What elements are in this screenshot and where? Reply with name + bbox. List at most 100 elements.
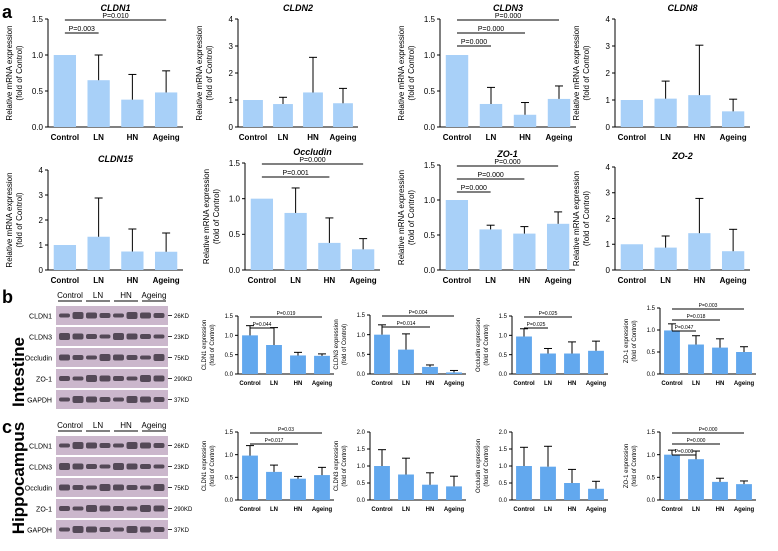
y-tick-label: 2.0: [499, 430, 508, 436]
blot-band: [126, 526, 138, 533]
bar-ageing: [314, 355, 330, 374]
blot-row-label: CLDN1: [29, 314, 52, 321]
blot-band: [153, 484, 165, 491]
chart-a-cldn1: 0.0 0.5 1.0 1.5 Control LN HN Ageing CLDN1 Relati…: [5, 3, 183, 142]
y-axis-label: CLDN3 expression: [334, 441, 340, 491]
y-axis-label: (fold of Control): [342, 324, 348, 365]
blot-row-label: Occludin: [25, 486, 52, 493]
blot-strip: [56, 348, 168, 367]
blot-band: [86, 355, 97, 360]
chart-a-occludin: 0.0 0.5 1.0 1.5 Control LN HN Ageing Occludin Rel…: [202, 147, 380, 285]
bar-control: [620, 244, 644, 270]
category-label: Control: [443, 133, 471, 142]
bar-ageing: [314, 475, 330, 500]
category-label: HN: [716, 507, 725, 513]
category-label: Ageing: [329, 133, 356, 142]
blot-band: [59, 443, 70, 448]
category-label: Ageing: [153, 276, 180, 285]
p-value-label: P=0.018: [687, 314, 706, 320]
bar-hn: [712, 481, 728, 500]
blot-size-label: 290KD: [174, 507, 193, 513]
y-tick-label: 1.0: [647, 328, 656, 334]
y-axis-label: Relative mRNA expression: [572, 25, 581, 120]
category-label: HN: [307, 133, 319, 142]
category-label: HN: [127, 276, 139, 285]
blot-group-label: HN: [120, 421, 132, 430]
bar-control: [243, 100, 263, 127]
y-tick-label: 1.5: [647, 430, 656, 436]
chart-a-cldn8: 0 1 2 3 4 Control LN HN Ageing CLDN8 Relative mRNA…: [572, 3, 750, 142]
blot-band: [153, 354, 165, 361]
category-label: Ageing: [734, 507, 755, 513]
category-label: Ageing: [312, 507, 333, 513]
y-tick-label: 0.5: [424, 231, 436, 240]
category-label: Ageing: [586, 507, 607, 513]
category-label: Ageing: [153, 133, 180, 142]
blot-band: [113, 376, 124, 381]
chart-b-zo1: 0.0 0.5 1.0 1.5 Control LN HN Ageing ZO-1 expres…: [624, 303, 756, 387]
y-axis-label: Relative mRNA expression: [195, 25, 204, 120]
y-tick-label: 3: [606, 42, 611, 51]
blot-band: [126, 376, 138, 381]
y-axis-label: (fold of Control): [210, 445, 216, 486]
blot-band: [153, 464, 165, 469]
blot-band: [72, 396, 84, 403]
y-tick-label: 0: [39, 266, 44, 275]
category-label: Control: [661, 381, 683, 387]
y-tick-label: 1.0: [647, 453, 656, 459]
blot-strip: [56, 369, 168, 388]
blot-band: [86, 375, 97, 382]
bar-ln: [479, 229, 502, 270]
blot-strip: [56, 457, 168, 476]
chart-a-cldn15: 0 1 2 3 4 Control LN HN Ageing CLDN15 Relative mRN…: [5, 154, 183, 285]
blot-size-label: 37KD: [174, 398, 190, 404]
y-axis-label: Relative mRNA expression: [202, 169, 211, 264]
blot-band: [86, 442, 97, 449]
bar-ln: [87, 80, 110, 127]
y-tick-label: 0.5: [499, 353, 508, 359]
category-label: LN: [270, 507, 278, 513]
bar-ln: [540, 466, 556, 500]
chart-title: Occludin: [293, 147, 332, 157]
blot-band: [153, 397, 165, 402]
y-tick-label: 2.0: [357, 430, 366, 436]
y-tick-label: 1.0: [357, 333, 366, 339]
blot-row-label: Occludin: [25, 356, 52, 363]
p-value-label: P=0.03: [278, 427, 294, 433]
category-label: LN: [485, 276, 496, 285]
category-label: Control: [51, 133, 79, 142]
y-axis-label: (fold of Control): [15, 192, 24, 247]
category-label: HN: [519, 133, 531, 142]
bar-control: [664, 454, 680, 500]
y-tick-label: 2: [229, 69, 234, 78]
category-label: HN: [568, 381, 577, 387]
y-tick-label: 1.5: [499, 447, 508, 453]
blot-band: [99, 354, 111, 361]
bar-hn: [688, 95, 711, 127]
y-axis-label: Relative mRNA expression: [5, 25, 14, 120]
y-tick-label: 1.0: [424, 51, 436, 60]
category-label: Control: [618, 276, 646, 285]
blot-band: [140, 312, 151, 319]
blot-band: [99, 334, 111, 339]
p-value-label: P=0.000: [461, 39, 487, 46]
bar-control: [53, 55, 77, 127]
category-label: HN: [568, 507, 577, 513]
category-label: LN: [278, 133, 289, 142]
y-tick-label: 1.0: [225, 333, 234, 339]
category-label: LN: [290, 276, 301, 285]
blot-row-label: ZO-1: [36, 507, 52, 514]
y-tick-label: 0.0: [499, 372, 508, 378]
y-tick-label: 0.0: [225, 372, 234, 378]
blot-size-label: 26KD: [174, 314, 190, 320]
blot-strip: [56, 478, 168, 497]
y-tick-label: 0.0: [647, 372, 656, 378]
blot-band: [113, 397, 124, 402]
blot-size-label: 75KD: [174, 486, 190, 492]
chart-a-zo1: 0.0 0.5 1.0 1.5 Control LN HN Ageing ZO-1 Relativ…: [397, 149, 575, 285]
bar-ln: [273, 104, 293, 127]
blot-band: [86, 312, 97, 319]
bar-hn: [422, 366, 438, 374]
blot-band: [126, 355, 138, 360]
